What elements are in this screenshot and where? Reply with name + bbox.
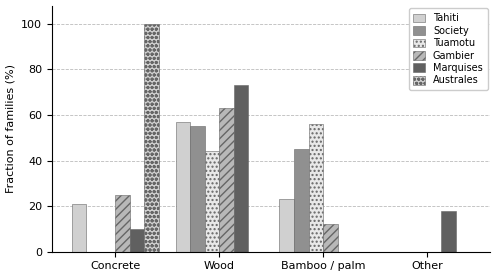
Bar bbox=[176, 122, 190, 252]
Bar bbox=[116, 195, 130, 252]
Bar bbox=[441, 211, 456, 252]
Bar bbox=[234, 85, 248, 252]
Y-axis label: Fraction of families (%): Fraction of families (%) bbox=[5, 64, 15, 193]
Bar bbox=[279, 199, 294, 252]
Bar bbox=[294, 149, 309, 252]
Bar bbox=[144, 24, 159, 252]
Bar bbox=[219, 108, 234, 252]
Bar bbox=[190, 126, 205, 252]
Bar bbox=[309, 124, 323, 252]
Bar bbox=[130, 229, 144, 252]
Bar bbox=[72, 204, 86, 252]
Bar bbox=[205, 152, 219, 252]
Legend: Tahiti, Society, Tuamotu, Gambier, Marquises, Australes: Tahiti, Society, Tuamotu, Gambier, Marqu… bbox=[409, 9, 488, 90]
Bar bbox=[323, 224, 338, 252]
